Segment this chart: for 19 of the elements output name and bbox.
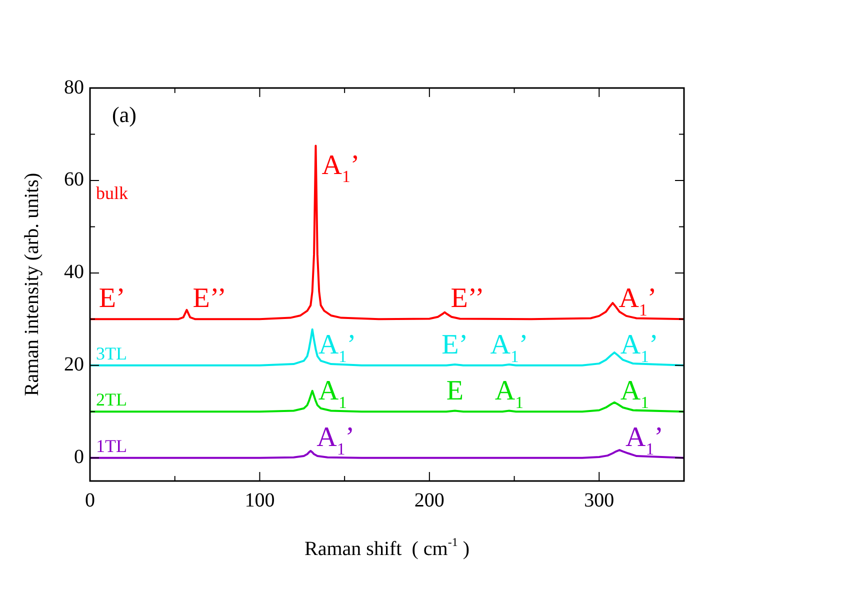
- y-tick-label: 80: [64, 76, 84, 98]
- y-tick-label: 60: [64, 168, 84, 191]
- annotation: (a): [112, 102, 136, 127]
- x-tick-label: 300: [584, 489, 614, 512]
- text: bulk: [96, 183, 128, 204]
- annotation: E: [446, 376, 464, 407]
- annotation: E’’: [192, 283, 226, 314]
- series-label: 2TL: [96, 390, 127, 410]
- annotation: E’: [442, 329, 468, 360]
- x-tick-label: 200: [414, 489, 444, 512]
- y-tick-label: 0: [74, 446, 84, 468]
- x-tick-label: 100: [244, 489, 275, 512]
- annotation: E’’: [450, 283, 484, 314]
- series-label: 3TL: [96, 343, 127, 364]
- series-label: 1TL: [96, 436, 127, 456]
- annotation: E’: [98, 283, 126, 314]
- y-tick-label: 40: [64, 261, 84, 284]
- y-tick-label: 20: [64, 354, 84, 376]
- y-axis-title: Raman intensity (arb. units): [21, 172, 43, 396]
